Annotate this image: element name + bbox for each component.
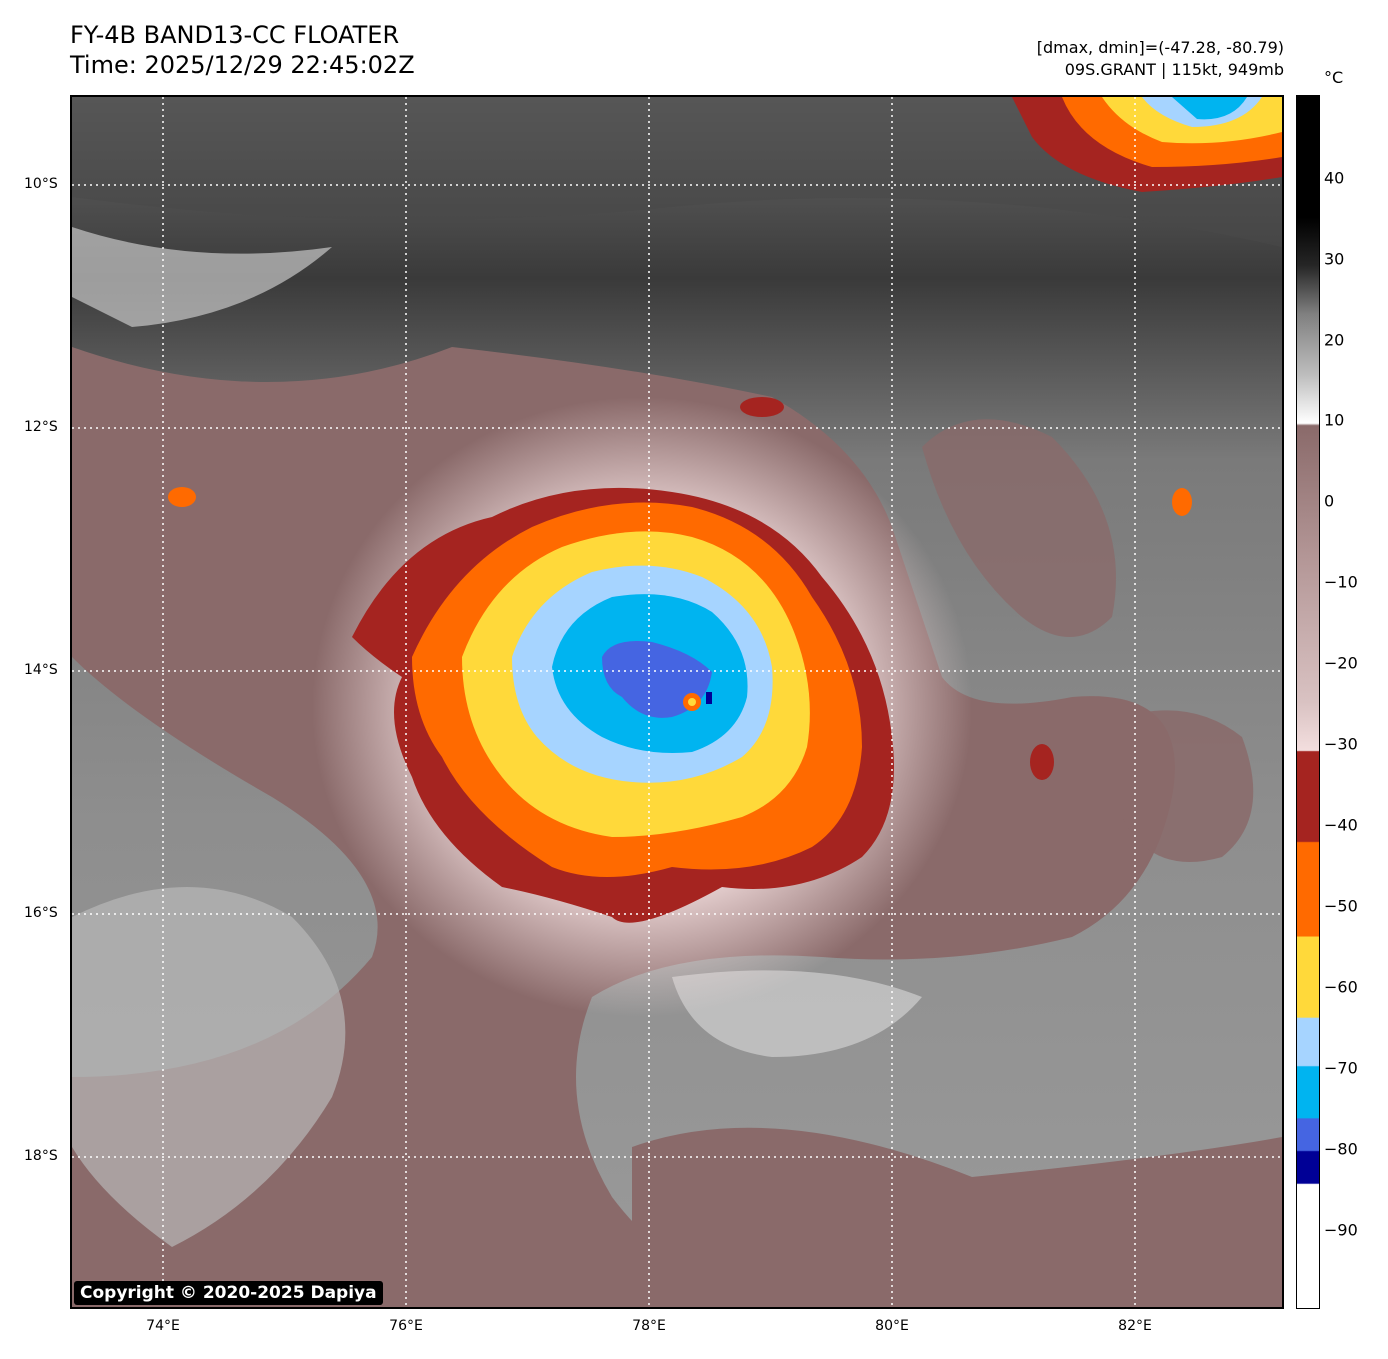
small-cell-west bbox=[168, 487, 196, 507]
lat-label-14s: 14°S bbox=[24, 662, 58, 678]
lat-label-18s: 18°S bbox=[24, 1148, 58, 1164]
colorbar-tick: 10 bbox=[1324, 410, 1345, 430]
ne-cell-cyan bbox=[1172, 97, 1247, 120]
lat-label-16s: 16°S bbox=[24, 905, 58, 921]
small-cell-east bbox=[1172, 488, 1192, 516]
small-cell-east2 bbox=[1030, 744, 1054, 780]
colorbar-tick: −40 bbox=[1324, 815, 1358, 835]
colorbar-tick: −90 bbox=[1324, 1220, 1358, 1240]
temperature-colorbar bbox=[1296, 95, 1320, 1309]
lon-label-80e: 80°E bbox=[875, 1318, 909, 1334]
colorbar-tick: −60 bbox=[1324, 977, 1358, 997]
dark-cloud-band bbox=[72, 97, 1282, 247]
lon-label-78e: 78°E bbox=[632, 1318, 666, 1334]
colorbar-tick: −20 bbox=[1324, 653, 1358, 673]
cloud-top-temperature-svg bbox=[72, 97, 1282, 1307]
brown-cloud-east2 bbox=[1122, 710, 1254, 862]
colorbar-tick: 0 bbox=[1324, 491, 1335, 511]
colorbar-tick: 30 bbox=[1324, 249, 1345, 269]
lon-label-74e: 74°E bbox=[146, 1318, 180, 1334]
map-title: FY-4B BAND13-CC FLOATER Time: 2025/12/29… bbox=[70, 20, 415, 80]
title-line-time: Time: 2025/12/29 22:45:02Z bbox=[70, 51, 415, 79]
dmax-dmin-text: [dmax, dmin]=(-47.28, -80.79) bbox=[1036, 38, 1284, 57]
lon-label-76e: 76°E bbox=[389, 1318, 423, 1334]
gridlines bbox=[72, 97, 1282, 1307]
colorbar-tick: −80 bbox=[1324, 1139, 1358, 1159]
light-cloud-nw bbox=[72, 227, 332, 327]
title-line-product: FY-4B BAND13-CC FLOATER bbox=[70, 21, 400, 49]
satellite-image: Copyright © 2020-2025 Dapiya bbox=[70, 95, 1284, 1309]
lat-label-12s: 12°S bbox=[24, 419, 58, 435]
colorbar-tick: −30 bbox=[1324, 734, 1358, 754]
colorbar-tick: 40 bbox=[1324, 168, 1345, 188]
brown-cloud-east bbox=[922, 419, 1116, 637]
lat-label-10s: 10°S bbox=[24, 176, 58, 192]
copyright-label: Copyright © 2020-2025 Dapiya bbox=[74, 1281, 383, 1305]
storm-name-text: 09S.GRANT | 115kt, 949mb bbox=[1064, 60, 1284, 79]
navy-pixel bbox=[706, 692, 712, 704]
lon-label-82e: 82°E bbox=[1118, 1318, 1152, 1334]
colorbar-unit: °C bbox=[1324, 68, 1344, 87]
colorbar-tick: −70 bbox=[1324, 1058, 1358, 1078]
small-cell-north bbox=[740, 397, 784, 417]
storm-info: [dmax, dmin]=(-47.28, -80.79) 09S.GRANT … bbox=[1037, 37, 1284, 81]
colorbar-tick: 20 bbox=[1324, 330, 1345, 350]
colorbar-tick: −50 bbox=[1324, 896, 1358, 916]
colorbar-tick: −10 bbox=[1324, 572, 1358, 592]
eye-center bbox=[688, 698, 696, 706]
brown-cloud-south bbox=[632, 1127, 1282, 1307]
